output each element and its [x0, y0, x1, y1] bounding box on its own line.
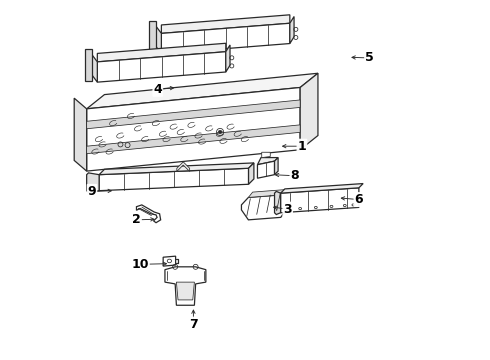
Polygon shape — [226, 45, 230, 72]
Polygon shape — [98, 52, 226, 82]
Circle shape — [219, 130, 222, 134]
Text: 6: 6 — [355, 193, 363, 206]
Text: 7: 7 — [189, 318, 198, 330]
Polygon shape — [98, 43, 226, 62]
Polygon shape — [99, 163, 254, 175]
Polygon shape — [281, 184, 363, 193]
Polygon shape — [163, 256, 175, 266]
Text: 2: 2 — [132, 213, 141, 226]
Polygon shape — [274, 158, 278, 175]
Polygon shape — [149, 21, 156, 53]
Polygon shape — [262, 152, 270, 158]
Polygon shape — [99, 168, 248, 191]
Text: 1: 1 — [297, 140, 306, 153]
Polygon shape — [290, 17, 294, 44]
Polygon shape — [165, 267, 206, 305]
Polygon shape — [156, 27, 161, 54]
Polygon shape — [257, 158, 278, 165]
Polygon shape — [177, 162, 190, 171]
Polygon shape — [248, 190, 285, 197]
Polygon shape — [161, 23, 290, 54]
Polygon shape — [300, 73, 318, 150]
Text: 10: 10 — [131, 258, 149, 271]
Polygon shape — [242, 195, 288, 220]
Polygon shape — [87, 173, 99, 193]
Text: 5: 5 — [365, 51, 374, 64]
Polygon shape — [137, 205, 161, 223]
Text: 3: 3 — [283, 203, 292, 216]
Polygon shape — [87, 100, 300, 129]
Polygon shape — [161, 15, 290, 33]
Polygon shape — [248, 163, 254, 184]
Polygon shape — [74, 98, 87, 171]
Polygon shape — [87, 125, 300, 154]
Polygon shape — [257, 161, 274, 178]
Text: 9: 9 — [88, 185, 97, 198]
Text: 4: 4 — [153, 83, 162, 96]
Polygon shape — [176, 282, 195, 300]
Text: 8: 8 — [291, 169, 299, 182]
Polygon shape — [87, 87, 300, 171]
Polygon shape — [281, 188, 359, 213]
Polygon shape — [92, 55, 98, 82]
Polygon shape — [274, 192, 281, 215]
Polygon shape — [85, 49, 92, 81]
Polygon shape — [87, 73, 318, 109]
